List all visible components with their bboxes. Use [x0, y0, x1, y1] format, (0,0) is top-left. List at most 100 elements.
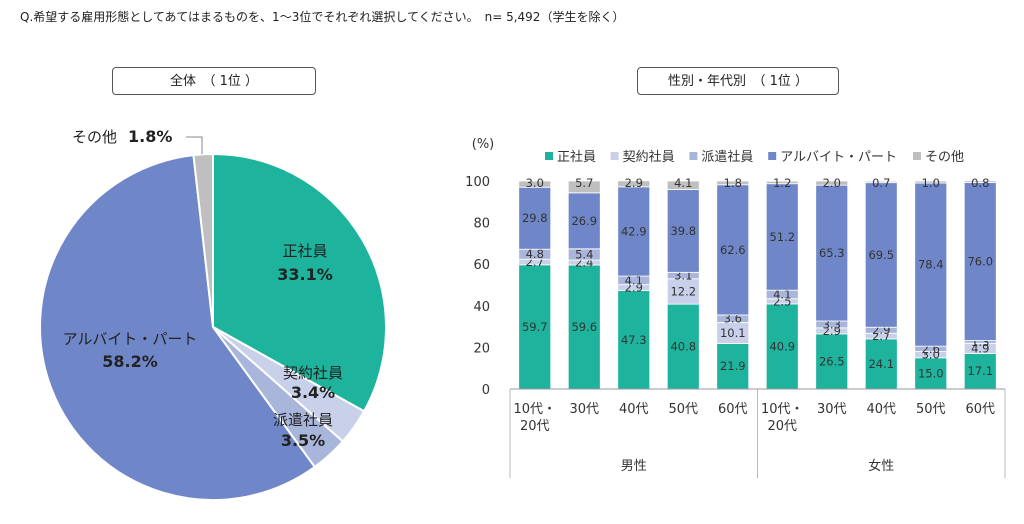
bar-data-label: 0.7	[872, 176, 890, 190]
pie-slice	[39, 153, 317, 501]
pie-slice-label: その他	[72, 128, 117, 146]
bar-data-label: 76.0	[967, 254, 993, 268]
bar-segment	[815, 180, 849, 186]
pie-slice-value: 1.8%	[128, 127, 172, 146]
group-label: 男性	[621, 459, 647, 474]
bar-data-label: 1.2	[773, 176, 791, 190]
bar-segment	[765, 180, 799, 185]
bar-data-label: 2.9	[625, 176, 643, 190]
bar-data-label: 59.7	[522, 320, 548, 334]
bar-segment	[765, 183, 799, 291]
x-tick-label: 30代	[569, 402, 599, 417]
bar-data-label: 12.2	[670, 284, 696, 298]
x-tick-label: 60代	[718, 402, 748, 417]
y-tick-label: 100	[465, 175, 490, 190]
pie-slice-label: 正社員	[282, 242, 327, 260]
bar-data-label: 40.8	[670, 340, 696, 354]
y-tick-label: 0	[482, 383, 490, 398]
pie-slice-label: 契約社員	[283, 364, 343, 382]
pie-slice-value: 33.1%	[277, 265, 333, 284]
bar-segment	[666, 278, 700, 305]
bar-data-label: 59.6	[571, 320, 597, 334]
bar-data-label: 65.3	[819, 246, 845, 260]
legend-label: 派遣社員	[701, 149, 753, 165]
y-axis-label: (%)	[472, 137, 495, 152]
question-text: Q.希望する雇用形態としてあてはまるものを、1～3位でそれぞれ選択してください。…	[20, 10, 625, 24]
bar-segment	[963, 182, 997, 341]
bar-segment	[864, 180, 898, 184]
bar-data-label: 2.0	[823, 176, 841, 190]
y-tick-label: 60	[473, 258, 490, 273]
bar-data-label: 21.9	[720, 359, 746, 373]
pie-panel-title: 全体 （ 1位 ）	[112, 67, 316, 95]
bar-data-label: 1.0	[922, 176, 940, 190]
bar-data-label: 4.1	[773, 287, 791, 301]
pie-slice-value: 3.5%	[281, 431, 325, 450]
group-label: 女性	[868, 458, 894, 474]
bar-data-label: 5.7	[575, 176, 593, 190]
bar-data-label: 26.9	[571, 214, 597, 228]
x-tick-label: 60代	[965, 402, 995, 417]
bar-data-label: 17.1	[967, 364, 993, 378]
bar-data-label: 10.1	[720, 326, 746, 340]
x-tick-label: 30代	[817, 402, 847, 417]
legend-label: 正社員	[557, 149, 596, 165]
bar-segment	[716, 343, 750, 390]
bar-segment	[716, 180, 750, 186]
bar-segment	[666, 189, 700, 273]
y-tick-label: 40	[473, 300, 490, 315]
x-tick-label: 50代	[668, 402, 698, 417]
bar-segment	[914, 180, 948, 184]
bar-data-label: 51.2	[769, 230, 795, 244]
bar-data-label: 47.3	[621, 333, 647, 347]
bar-data-label: 62.6	[720, 243, 746, 257]
bar-panel-title: 性別・年代別 （ 1位 ）	[637, 67, 839, 95]
bar-data-label: 42.9	[621, 224, 647, 238]
bar-data-label: 39.8	[670, 224, 696, 238]
legend-swatch	[913, 152, 921, 160]
pie-slice-value: 3.4%	[291, 383, 335, 402]
bar-data-label: 4.9	[971, 341, 989, 355]
y-tick-label: 80	[473, 217, 490, 232]
bar-data-label: 29.8	[522, 211, 548, 225]
pie-slice-value: 58.2%	[102, 352, 158, 371]
bar-segment	[617, 186, 651, 277]
legend-label: 契約社員	[623, 149, 675, 165]
stacked-bar-chart: 0 20 40 60 80 100 (%) 正社員 契約社員 派遣社員 アルバイト・パート その他 59…	[465, 137, 1006, 478]
pie-slice	[192, 152, 214, 328]
bar-segment	[864, 338, 898, 390]
bar-data-label: 15.0	[918, 366, 944, 380]
legend-label: その他	[925, 150, 964, 165]
bar-segment	[864, 182, 898, 328]
bar-segment	[963, 180, 997, 183]
legend-swatch	[689, 152, 698, 160]
bar-segment	[666, 180, 700, 190]
legend-swatch	[545, 152, 553, 160]
bar-data-label: 24.1	[868, 357, 894, 371]
pie-leader-line	[186, 136, 203, 154]
x-tick-label: 10代・	[761, 402, 804, 417]
bar-segment	[815, 184, 849, 322]
bar-data-label: 1.8	[724, 176, 742, 190]
bar-segment	[617, 180, 651, 188]
x-tick-label: 20代	[520, 419, 550, 434]
pie-slice-label: 派遣社員	[273, 411, 333, 429]
x-tick-label: 10代・	[513, 402, 556, 417]
x-tick-label: 40代	[866, 402, 896, 417]
bar-segment	[567, 180, 601, 194]
bar-segment	[518, 264, 552, 390]
bar-segment	[716, 184, 750, 316]
bar-data-label: 69.5	[868, 248, 894, 262]
bar-segment	[617, 290, 651, 390]
bar-data-label: 40.9	[769, 339, 795, 353]
pie-slice-label: アルバイト・パート	[63, 330, 198, 348]
bar-segment	[815, 333, 849, 390]
bar-segment	[567, 192, 601, 250]
bar-data-label: 3.0	[526, 176, 544, 190]
bar-data-label: 0.8	[971, 176, 989, 190]
bar-segment	[765, 303, 799, 390]
bar-segment	[914, 357, 948, 390]
bar-data-label: 4.1	[625, 273, 643, 287]
legend-swatch	[768, 152, 777, 160]
